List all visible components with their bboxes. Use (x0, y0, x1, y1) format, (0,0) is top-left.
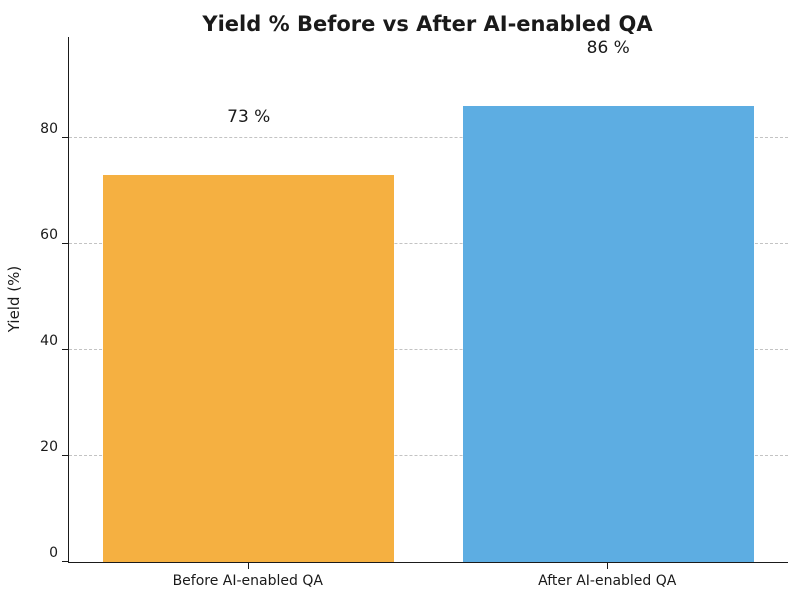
y-tick-label-60: 60 (40, 226, 58, 243)
x-tick-mark-after (607, 563, 609, 569)
x-tick-label-before: Before AI-enabled QA (172, 573, 323, 589)
gridline-y-40 (69, 348, 788, 350)
plot-area: 73 % 86 % (68, 37, 788, 563)
x-tick-mark-before (247, 563, 249, 569)
y-tick-label-20: 20 (40, 438, 58, 455)
y-tick-mark-0 (62, 561, 68, 562)
y-tick-mark-20 (62, 454, 68, 456)
bar-value-label-before: 73 % (227, 106, 271, 127)
x-tick-label-after: After AI-enabled QA (538, 573, 677, 589)
y-tick-mark-40 (62, 348, 68, 350)
bar-before (103, 174, 395, 562)
gridline-y-20 (69, 454, 788, 456)
y-tick-label-0: 0 (49, 545, 58, 561)
y-axis: 0 20 40 60 80 (0, 37, 68, 562)
gridline-y-80 (69, 136, 788, 138)
y-tick-label-40: 40 (40, 332, 58, 349)
bar-after (462, 105, 754, 562)
y-tick-mark-80 (62, 136, 68, 138)
chart-title: Yield % Before vs After AI-enabled QA (202, 12, 653, 36)
gridline-y-60 (69, 242, 788, 244)
x-axis: Before AI-enabled QA After AI-enabled QA (68, 563, 787, 599)
y-tick-mark-60 (62, 242, 68, 244)
y-tick-label-80: 80 (40, 120, 58, 137)
bar-value-label-after: 86 % (586, 37, 630, 58)
